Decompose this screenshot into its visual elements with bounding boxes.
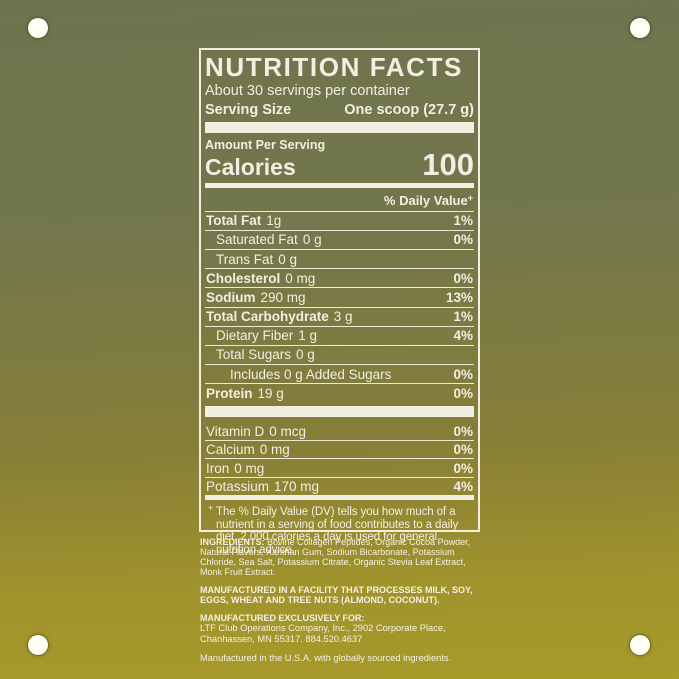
calories-row: Calories 100 <box>205 147 474 183</box>
serving-size-row: Serving Size One scoop (27.7 g) <box>205 102 474 118</box>
nutrient-row: Iron 0 mg 0% <box>205 459 474 478</box>
manufactured-for-address: LTF Club Operations Company, Inc., 2902 … <box>200 623 446 644</box>
serving-size-label: Serving Size <box>205 102 292 119</box>
grommet-top-left <box>28 18 48 38</box>
nutrient-row: Cholesterol 0 mg 0% <box>205 269 474 289</box>
footnote-dagger: + <box>208 503 214 514</box>
serving-size-value: One scoop (27.7 g) <box>344 102 474 119</box>
ingredients-label: INGREDIENTS: <box>200 537 265 547</box>
grommet-top-right <box>630 18 650 38</box>
divider-thick <box>205 406 474 418</box>
nutrient-row: Total Fat 1g 1% <box>205 212 474 231</box>
nutrient-row: Includes 0 g Added Sugars 0% <box>205 365 474 385</box>
servings-per-container: About 30 servings per container <box>205 83 410 100</box>
daily-value-footnote: + The % Daily Value (DV) tells you how m… <box>208 503 459 556</box>
nutrient-row: Potassium 170 mg 4% <box>206 479 473 495</box>
nutrient-row: Sodium 290 mg 13% <box>205 288 474 308</box>
allergen-statement: MANUFACTURED IN A FACILITY THAT PROCESSE… <box>200 584 473 605</box>
ingredients-text: Bovine Collagen Peptides, Organic Cocoa … <box>200 537 471 578</box>
calories-value: 100 <box>422 147 474 183</box>
manufactured-for-label: MANUFACTURED EXCLUSIVELY FOR: <box>200 612 365 623</box>
grommet-bottom-right <box>630 635 650 655</box>
daily-value-dagger: + <box>467 192 473 203</box>
nutrient-row: Dietary Fiber 1 g 4% <box>205 327 474 346</box>
nutrient-row: Saturated Fat 0 g 0% <box>205 231 474 250</box>
regulatory-info: INGREDIENTS: Bovine Collagen Peptides, O… <box>200 537 481 664</box>
amount-per-serving: Amount Per Serving <box>205 138 326 153</box>
made-in-statement: Manufactured in the U.S.A. with globally… <box>200 653 452 664</box>
nutrition-facts-title: NUTRITION FACTS <box>205 52 463 82</box>
nutrient-row: Protein 19 g 0% <box>206 385 473 401</box>
grommet-bottom-left <box>28 635 48 655</box>
calories-label: Calories <box>205 153 296 180</box>
nutrient-row: Total Sugars 0 g <box>205 346 474 366</box>
divider-thick <box>205 122 474 134</box>
ingredients-paragraph: INGREDIENTS: Bovine Collagen Peptides, O… <box>200 537 481 578</box>
nutrient-row: Total Carbohydrate 3 g 1% <box>205 308 474 327</box>
divider-medium <box>205 182 474 188</box>
nutrient-row: Trans Fat 0 g <box>205 250 474 270</box>
nutrient-row: Calcium 0 mg 0% <box>205 441 474 460</box>
daily-value-header: % Daily Value+ <box>205 190 474 212</box>
nutrition-facts-box: NUTRITION FACTS About 30 servings per co… <box>199 48 480 556</box>
divider-medium <box>205 495 474 501</box>
